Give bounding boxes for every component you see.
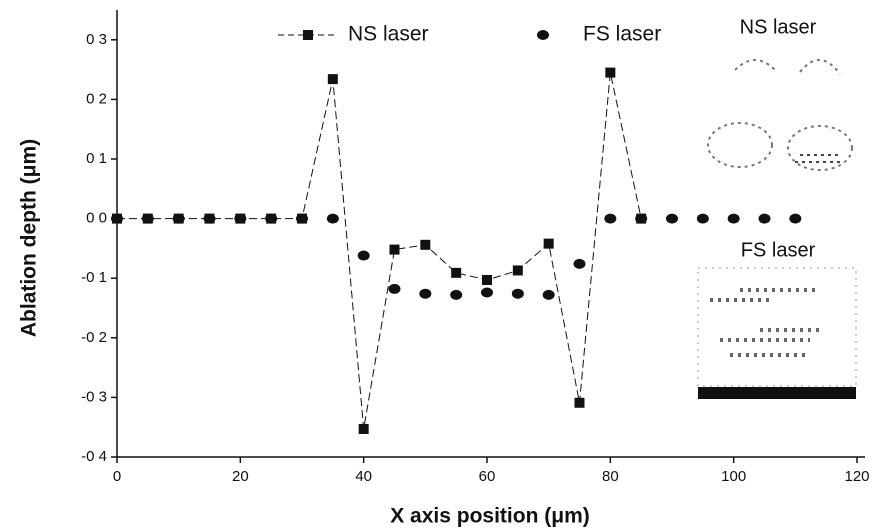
- data-point: [635, 214, 647, 224]
- x-tick-label: 20: [232, 468, 249, 485]
- legend-marker: [537, 30, 549, 40]
- x-axis-title: X axis position (μm): [390, 505, 590, 528]
- data-point: [328, 74, 338, 84]
- y-tick-label: -0 1: [81, 269, 107, 286]
- x-tick-label: 100: [721, 468, 746, 485]
- y-tick-label: 0 2: [86, 90, 107, 107]
- data-point: [204, 214, 216, 224]
- data-point: [512, 289, 524, 299]
- inset-image-fs: [698, 268, 856, 399]
- data-point: [481, 288, 493, 298]
- inset-label: NS laser: [740, 16, 817, 38]
- data-point: [359, 424, 369, 434]
- data-point: [697, 214, 709, 224]
- x-tick-label: 40: [355, 468, 372, 485]
- data-point: [789, 214, 801, 224]
- series-line: [117, 73, 641, 429]
- data-point: [296, 214, 308, 224]
- data-point: [420, 240, 430, 250]
- chart: X axis position (μm) Ablation depth (μm)…: [0, 0, 883, 531]
- x-tick-label: 60: [479, 468, 496, 485]
- data-point: [513, 265, 523, 275]
- data-point: [142, 214, 154, 224]
- y-tick-label: 0 3: [86, 31, 107, 48]
- data-point: [575, 398, 585, 408]
- data-point: [234, 214, 246, 224]
- y-tick-label: -0 3: [81, 388, 107, 405]
- data-point: [173, 214, 185, 224]
- data-point: [111, 214, 123, 224]
- legend-label: NS laser: [348, 23, 429, 46]
- data-point: [450, 290, 462, 300]
- data-point: [759, 214, 771, 224]
- y-tick-label: 0 0: [86, 210, 107, 227]
- y-tick-label: -0 4: [81, 448, 107, 465]
- x-tick-label: 80: [602, 468, 619, 485]
- legend-label: FS laser: [583, 23, 661, 46]
- data-point: [574, 259, 586, 269]
- data-point: [358, 251, 370, 261]
- data-point: [728, 214, 740, 224]
- data-point: [419, 289, 431, 299]
- y-tick-label: 0 1: [86, 150, 107, 167]
- y-tick-label: -0 2: [81, 329, 107, 346]
- data-point: [389, 284, 401, 294]
- data-point: [265, 214, 277, 224]
- data-point: [543, 290, 555, 300]
- data-point: [604, 214, 616, 224]
- data-point: [666, 214, 678, 224]
- inset-label: FS laser: [741, 239, 816, 261]
- x-tick-label: 120: [844, 468, 869, 485]
- data-point: [451, 268, 461, 278]
- data-point: [605, 68, 615, 78]
- y-axis-title: Ablation depth (μm): [18, 139, 41, 337]
- data-point: [544, 239, 554, 249]
- data-point: [327, 214, 339, 224]
- data-point: [390, 245, 400, 255]
- data-point: [482, 275, 492, 285]
- legend-marker: [303, 30, 313, 40]
- x-tick-label: 0: [113, 468, 121, 485]
- inset-image-ns: [708, 60, 852, 170]
